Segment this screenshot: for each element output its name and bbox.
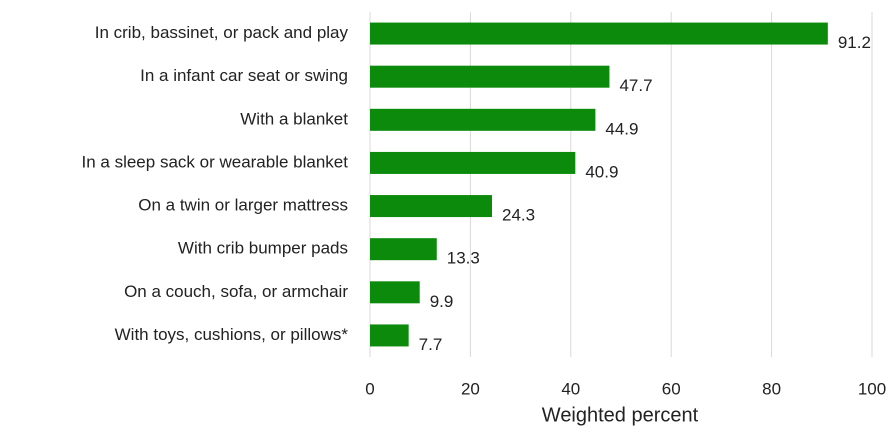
x-axis-title: Weighted percent	[542, 404, 699, 426]
data-label: 40.9	[585, 162, 618, 181]
data-label: 24.3	[502, 206, 535, 225]
x-tick-label: 80	[762, 379, 781, 398]
y-tick-label: In a sleep sack or wearable blanket	[82, 152, 349, 171]
bar	[370, 108, 596, 131]
bar	[370, 65, 610, 88]
bar	[370, 22, 828, 45]
x-tick-label: 20	[461, 379, 480, 398]
data-label: 13.3	[447, 249, 480, 268]
data-label: 44.9	[605, 119, 638, 138]
y-tick-label: In crib, bassinet, or pack and play	[95, 23, 349, 42]
bar	[370, 281, 420, 304]
x-tick-label: 100	[858, 379, 886, 398]
bar	[370, 324, 409, 347]
bar	[370, 195, 492, 218]
y-tick-label: On a couch, sofa, or armchair	[124, 282, 348, 301]
data-label: 91.2	[838, 33, 871, 52]
y-tick-label: On a twin or larger mattress	[138, 196, 348, 215]
y-tick-label: With crib bumper pads	[178, 239, 348, 258]
data-label: 7.7	[419, 335, 443, 354]
y-tick-label: With a blanket	[240, 109, 348, 128]
bar	[370, 238, 437, 261]
x-tick-label: 0	[365, 379, 374, 398]
data-label: 47.7	[619, 76, 652, 95]
y-tick-label: In a infant car seat or swing	[140, 66, 348, 85]
y-tick-label: With toys, cushions, or pillows*	[115, 325, 349, 344]
bar	[370, 151, 576, 174]
x-tick-label: 40	[561, 379, 580, 398]
data-label: 9.9	[430, 292, 454, 311]
x-tick-label: 60	[662, 379, 681, 398]
